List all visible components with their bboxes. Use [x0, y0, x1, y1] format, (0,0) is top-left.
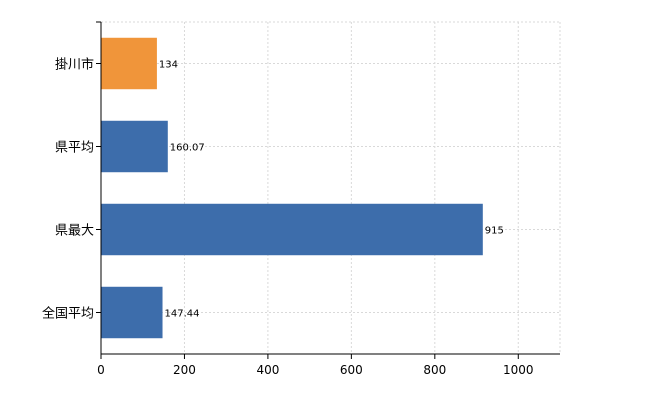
- x-tick-label: 1000: [503, 363, 534, 377]
- bar-layer: [101, 37, 483, 339]
- grid-layer: [101, 21, 561, 354]
- bar: [101, 286, 163, 339]
- x-tick-label: 800: [423, 363, 446, 377]
- label-layer: 134 掛川市 160.07 県平均 915 県最大 147.44 全国平均 0 200 400 60…: [42, 57, 534, 378]
- category-label: 全国平均: [42, 306, 94, 322]
- axis-layer: [96, 21, 560, 359]
- data-label: 160.07: [170, 143, 205, 154]
- bar: [101, 120, 168, 173]
- bar: [101, 203, 483, 256]
- data-label: 915: [485, 226, 504, 237]
- data-label: 134: [159, 60, 178, 71]
- x-tick-label: 0: [97, 363, 105, 377]
- category-label: 県最大: [55, 224, 94, 239]
- x-tick-label: 400: [256, 363, 279, 377]
- x-tick-label: 200: [173, 363, 196, 377]
- category-label: 県平均: [55, 141, 94, 156]
- bar: [101, 37, 157, 90]
- x-tick-label: 600: [340, 363, 363, 377]
- category-label: 掛川市: [55, 57, 94, 73]
- data-label: 147.44: [165, 309, 200, 320]
